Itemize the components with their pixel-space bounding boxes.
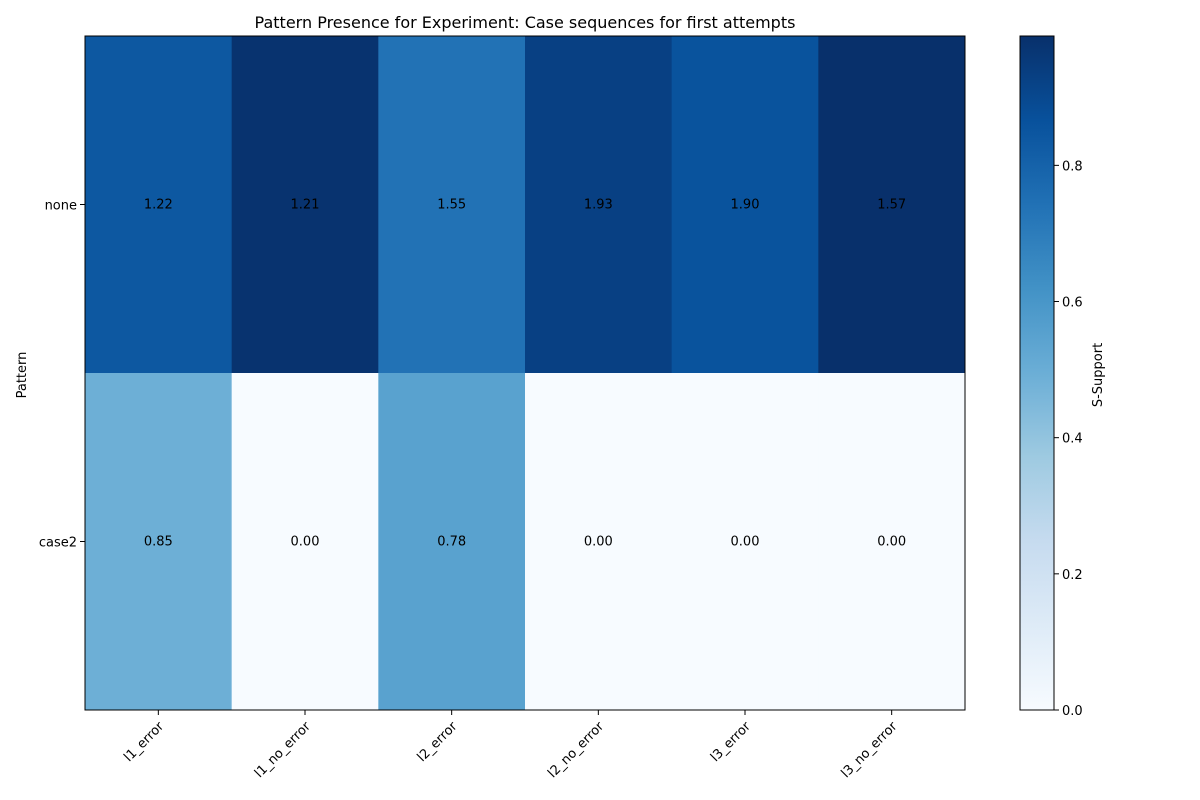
colorbar-tick-label: 0.0	[1062, 704, 1083, 719]
cell-value-label: 1.55	[437, 198, 466, 213]
cell-value-label: 1.57	[877, 198, 906, 213]
cell-labels: 1.22 1.21 1.55 1.93 1.90 1.57 0.85 0.00 0.78 0.00…	[144, 198, 906, 550]
heatmap-cells	[85, 36, 966, 711]
cell-value-label: 0.00	[584, 535, 613, 550]
x-tick-label: l1_no_error	[252, 719, 314, 781]
heatmap-cell	[231, 373, 379, 711]
cell-value-label: 1.22	[144, 198, 173, 213]
heatmap-cell	[378, 373, 526, 711]
colorbar-tick-label: 0.2	[1062, 568, 1083, 583]
colorbar-tick-label: 0.8	[1062, 159, 1083, 174]
heatmap-cell	[818, 373, 966, 711]
cell-value-label: 0.78	[437, 535, 466, 550]
colorbar-tick-label: 0.6	[1062, 296, 1083, 311]
heatmap-cell	[671, 373, 819, 711]
cell-value-label: 0.00	[877, 535, 906, 550]
cell-value-label: 1.21	[291, 198, 320, 213]
heatmap-cell	[525, 36, 673, 374]
cell-value-label: 0.00	[731, 535, 760, 550]
cell-value-label: 0.00	[291, 535, 320, 550]
x-tick-label: l2_error	[415, 719, 461, 765]
x-tick-label: l1_error	[121, 719, 167, 765]
colorbar-label: S-Support	[1091, 343, 1106, 407]
colorbar-tick-label: 0.4	[1062, 432, 1083, 447]
cell-value-label: 1.93	[584, 198, 613, 213]
y-tick-label: none	[45, 199, 77, 214]
chart-title: Pattern Presence for Experiment: Case se…	[255, 13, 796, 32]
y-axis: none case2	[39, 199, 85, 551]
colorbar-ticks: 0.0 0.2 0.4 0.6 0.8	[1054, 159, 1083, 719]
heatmap-cell	[525, 373, 673, 711]
x-tick-label: l2_no_error	[545, 719, 607, 781]
y-tick-label: case2	[39, 536, 77, 551]
heatmap-cell	[85, 373, 233, 711]
heatmap-cell	[231, 36, 379, 374]
x-axis: l1_error l1_no_error l2_error l2_no_error l3…	[121, 710, 901, 781]
colorbar	[1019, 35, 1055, 711]
y-axis-label: Pattern	[15, 352, 30, 399]
heatmap-cell	[671, 36, 819, 374]
heatmap-cell	[818, 36, 966, 374]
heatmap-cell	[378, 36, 526, 374]
x-tick-label: l3_error	[708, 719, 754, 765]
cell-value-label: 1.90	[731, 198, 760, 213]
x-tick-label: l3_no_error	[839, 719, 901, 781]
heatmap-cell	[85, 36, 233, 374]
cell-value-label: 0.85	[144, 535, 173, 550]
plot-frame	[84, 35, 966, 711]
